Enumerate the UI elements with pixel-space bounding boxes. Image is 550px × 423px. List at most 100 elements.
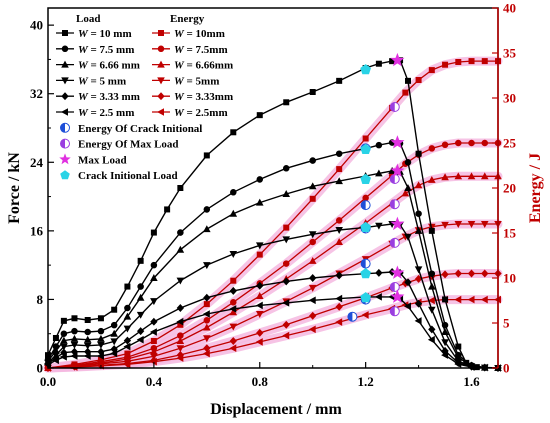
legend-load-1-label: W = 7.5 mm [78,44,134,56]
crack-load-point-4 [360,268,371,279]
maxload-energy-point-0-fill [390,102,395,112]
legend-load-4-marker [61,92,69,101]
legend-special-0-marker-fill [60,123,65,133]
energy-point-2-18 [454,172,463,180]
maxload-energy-point-2 [389,199,400,210]
maxload-energy-point-5-fill [390,306,395,316]
legend-energy-1-label-rest: = 7.5mm [184,44,228,56]
energy-point-5-20 [480,295,488,304]
energy-point-3-18 [454,220,463,228]
load-point-3-7 [123,325,132,333]
legend-energy-5-label: W = 2.5mm [174,107,228,119]
energy-point-0-15 [415,77,422,84]
legend-special-2-label: Max Load [78,154,127,166]
load-point-3-12 [229,250,238,258]
crack-energy-point-1-fill [361,200,366,210]
energy-point-2-17 [441,173,449,181]
energy-point-4-19 [467,269,476,278]
load-point-0-16 [309,89,316,96]
energy-point-3-17 [441,221,449,229]
load-point-0-4 [84,316,91,323]
energy-point-2-15 [414,181,423,189]
legend-load-0-label-rest: = 10 mm [88,28,132,40]
legend-load-5-marker [61,108,68,116]
load-point-2-15 [308,182,317,190]
max-load-point-1 [390,135,405,149]
maxload-energy-point-4-fill [390,282,395,292]
load-point-3-22 [414,266,423,274]
y-right-tick-label-7: 35 [503,46,517,61]
energy-line-4 [47,272,498,369]
max-load-point-2 [390,163,405,177]
legend-load-1-label-w: W [78,44,89,56]
y-axis-right-title: Energy / J [527,153,544,223]
legend-energy-0-label: W = 10mm [174,28,225,40]
energy-point-2-16 [428,175,436,183]
energy-point-3-10 [308,284,317,292]
legend-energy-3-label-rest: = 5mm [184,75,220,87]
load-point-3-3 [70,341,79,349]
legend-energy-3-label-w: W [174,75,185,87]
load-point-5-5 [96,352,104,360]
load-point-0-24 [428,227,435,234]
crack-load-point-0 [360,64,371,75]
energy-point-0-16 [428,67,435,74]
load-point-5-8 [136,335,144,344]
max-load-point-4 [390,265,405,279]
load-point-2-22 [414,226,423,234]
y-right-tick-label-3: 15 [503,226,517,241]
load-point-0-13 [230,129,237,136]
crack-energy-point-3-fill [361,259,366,269]
energy-point-5-11 [335,318,343,326]
legend-load-3-label: W = 5 mm [78,75,126,87]
load-point-1-8 [137,283,144,290]
maxload-energy-point-3 [389,237,400,248]
max-load-point-5 [390,289,405,303]
y-axis-left-title: Force / kN [6,152,23,224]
maxload-energy-point-0 [389,102,400,112]
load-point-5-3 [70,352,78,360]
load-point-0-7 [124,283,131,290]
load-point-1-6 [110,321,118,329]
legend-load-1-label-rest: = 7.5 mm [88,44,135,56]
energy-point-5-18 [454,295,462,304]
energy-point-4-10 [309,311,317,320]
y-right-tick-label-6: 30 [503,91,516,106]
load-point-2-12 [229,209,238,217]
legend-energy-2-label-w: W [174,60,185,72]
maxload-energy-point-4 [389,282,400,292]
load-point-4-12 [229,286,237,295]
load-point-4-11 [203,293,211,302]
energy-point-0-4 [150,337,157,344]
legend-energy-2-label-rest: = 6.66mm [184,60,233,72]
y-right-tick-label-5: 25 [503,136,517,151]
legend-load-3-label-w: W [78,75,89,87]
energy-point-1-9 [282,260,290,267]
crack-energy-point-5 [347,311,358,322]
energy-point-5-8 [255,338,263,346]
load-point-4-15 [309,274,317,282]
energy-point-3-7 [229,323,238,331]
legend-special-3-label: Crack Initional Load [78,170,178,182]
energy-point-0-7 [230,277,237,284]
load-point-4-16 [335,271,343,280]
load-point-5-11 [202,310,210,318]
load-point-1-21 [404,159,412,166]
load-point-3-24 [441,339,449,347]
load-point-5-10 [176,317,184,326]
energy-point-3-5 [176,345,185,353]
load-point-4-23 [428,325,436,334]
load-point-1-3 [71,327,78,335]
crack-load-point-2 [360,173,371,184]
load-point-1-9 [150,261,158,269]
legend-special-1-label: Energy Of Max Load [78,139,179,151]
load-point-4-14 [282,277,290,286]
load-point-1-2 [60,330,68,337]
x-tick-label-4: 1.6 [463,374,480,389]
x-axis-title: Displacement / mm [210,401,342,418]
energy-point-1-17 [441,141,449,149]
load-point-3-23 [428,306,436,314]
load-point-5-13 [255,301,263,310]
energy-point-5-10 [308,325,316,334]
load-point-5-14 [282,299,290,307]
